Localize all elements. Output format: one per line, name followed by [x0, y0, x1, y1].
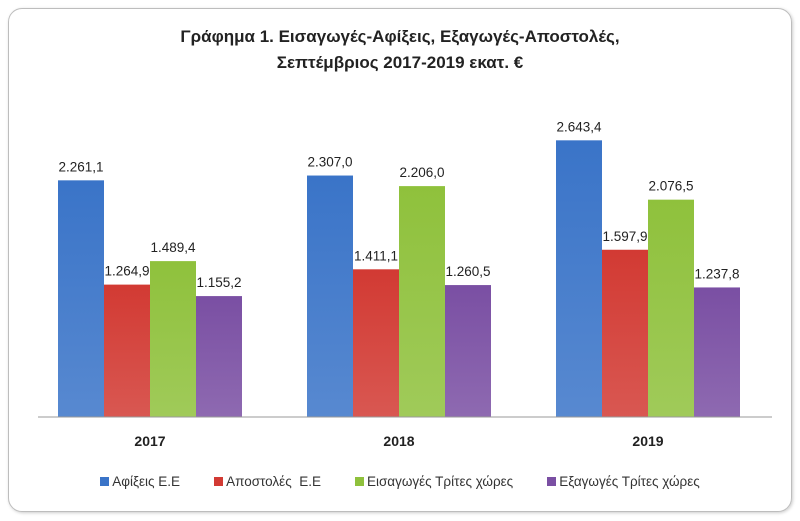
title-line-1: Γράφημα 1. Εισαγωγές-Αφίξεις, Εξαγωγές-Α…: [180, 27, 620, 46]
bar: [150, 261, 196, 417]
data-label: 1.155,2: [196, 275, 241, 290]
title-line-2: Σεπτέμβριος 2017-2019 εκατ. €: [276, 53, 524, 72]
x-tick-label: 2017: [134, 433, 165, 449]
data-label: 1.237,8: [694, 266, 739, 281]
legend-swatch: [547, 477, 557, 486]
legend-label: Εξαγωγές Τρίτες χώρες: [559, 474, 700, 489]
legend-item: Αφίξεις Ε.Ε: [100, 474, 180, 489]
data-label: 2.643,4: [556, 119, 602, 134]
x-tick-label: 2019: [632, 433, 663, 449]
data-label: 2.261,1: [58, 159, 103, 174]
legend-swatch: [354, 477, 364, 486]
bar: [694, 287, 740, 417]
bar: [58, 180, 104, 417]
bar: [104, 284, 150, 417]
data-label: 2.206,0: [399, 165, 444, 180]
legend-item: Εισαγωγές Τρίτες χώρες: [354, 474, 514, 489]
legend-label: Εισαγωγές Τρίτες χώρες: [366, 474, 514, 489]
legend: Αφίξεις Ε.Ε Αποστολές Ε.Ε Εισαγωγές Τρίτες…: [0, 474, 800, 489]
data-label: 2.076,5: [648, 179, 693, 194]
bar: [556, 140, 602, 417]
data-label: 1.597,9: [602, 229, 647, 244]
bar: [353, 269, 399, 417]
bar: [399, 186, 445, 417]
chart-frame: [8, 8, 792, 512]
legend-item: Αποστολές Ε.Ε: [214, 474, 321, 489]
legend-item: Εξαγωγές Τρίτες χώρες: [547, 474, 700, 489]
bar: [602, 249, 648, 417]
bar: [648, 199, 694, 417]
bar: [196, 296, 242, 417]
bar: [445, 285, 491, 417]
legend-swatch: [214, 477, 224, 486]
data-label: 1.489,4: [150, 240, 196, 255]
data-label: 2.307,0: [307, 155, 352, 170]
data-label: 1.264,9: [104, 264, 149, 279]
data-label: 1.260,5: [445, 264, 490, 279]
chart-title: Γράφημα 1. Εισαγωγές-Αφίξεις, Εξαγωγές-Α…: [0, 24, 800, 76]
legend-label: Αφίξεις Ε.Ε: [112, 474, 181, 489]
legend-swatch: [100, 477, 110, 486]
x-tick-label: 2018: [383, 433, 414, 449]
data-label: 1.411,1: [354, 248, 398, 263]
legend-label: Αποστολές Ε.Ε: [226, 474, 321, 489]
bar: [307, 175, 353, 417]
